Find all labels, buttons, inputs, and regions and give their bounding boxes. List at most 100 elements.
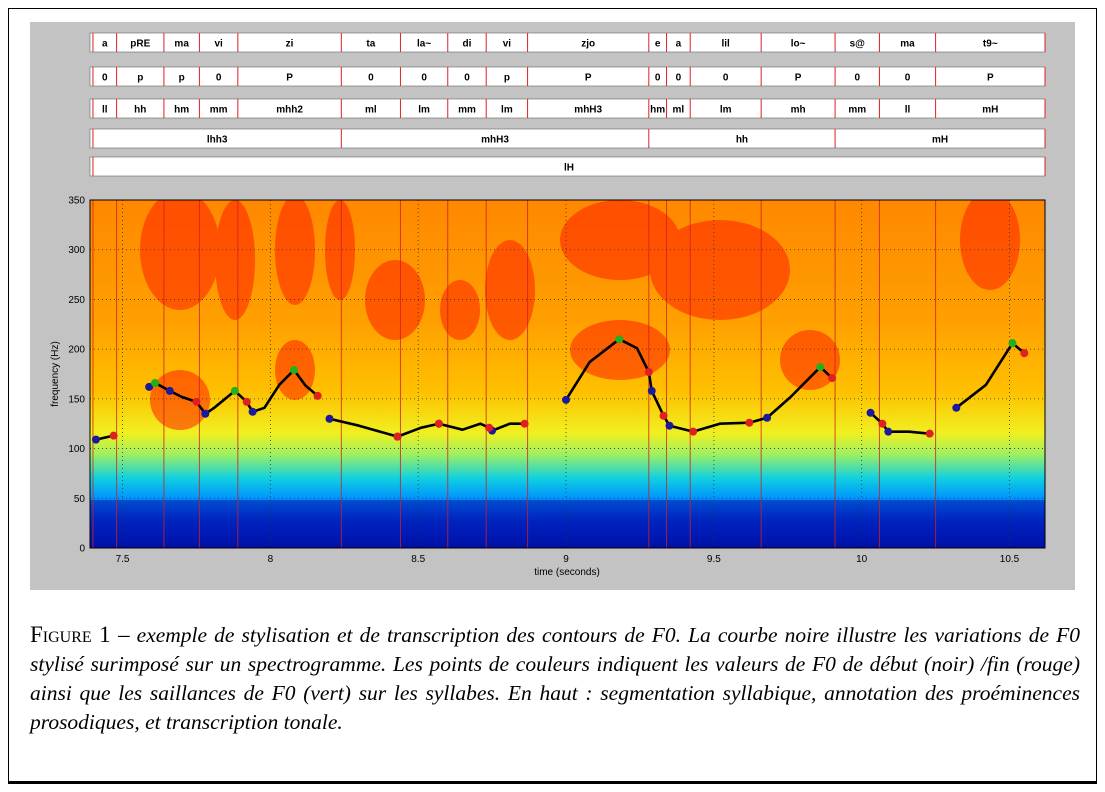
tier-label: mm [210,105,228,116]
figure: a pRE ma vi zi ta la~ di vi zjo e a lil lo~ s@ ma t9~ 0 p p… [30,22,1075,590]
y-tick-label: 300 [68,245,85,256]
y-axis-label: frequency (Hz) [50,341,61,407]
tier-label: 0 [464,73,470,84]
onset-point [165,386,174,395]
tier-label: hm [174,105,189,116]
spectrogram [90,200,1045,548]
y-tick-label: 350 [68,196,85,207]
peak-point [615,335,624,344]
offset-point [393,432,402,441]
offset-point [878,419,887,428]
offset-point [485,423,494,432]
onset-point [665,421,674,430]
tier-label: mhh2 [276,105,303,116]
tier-label: lH [564,163,574,174]
tier-label: ma [900,39,915,50]
figure-frame [8,8,1097,784]
peak-point [290,366,299,375]
tier-label: e [655,39,661,50]
onset-point [884,427,893,436]
tier-label: la~ [417,39,431,50]
offset-point [644,368,653,377]
y-tick-label: 200 [68,345,85,356]
peak-point [816,363,825,372]
tier-label: mm [458,105,476,116]
tier-label: 0 [854,73,860,84]
tier-label: vi [214,39,223,50]
tier-label: 0 [676,73,682,84]
x-tick-label: 7.5 [116,554,130,565]
tier-label: ml [673,105,685,116]
tier-label: ll [905,105,911,116]
offset-point [689,427,698,436]
tier-label: p [179,73,185,84]
y-tick-label: 50 [74,494,86,505]
tier-label: zi [286,39,294,50]
tier-label: mhH3 [481,135,509,146]
offset-point [434,419,443,428]
tier-label: ma [174,39,189,50]
tier-label: s@ [850,39,866,50]
offset-point [192,397,201,406]
onset-point [91,435,100,444]
offset-point [520,419,529,428]
tier-label: hh [134,105,146,116]
offset-point [313,391,322,400]
x-tick-label: 8.5 [411,554,425,565]
caption-label: Figure 1 – [30,622,130,647]
offset-point [109,431,118,440]
offset-point [659,411,668,420]
tier-label: vi [503,39,512,50]
peak-point [230,386,239,395]
offset-point [925,429,934,438]
tier-label: mh [791,105,806,116]
plot-border [89,199,1046,549]
tier-label: 0 [216,73,222,84]
tier-label: ta [366,39,375,50]
tier-label: lm [418,105,430,116]
tier-row [89,98,1046,119]
y-tick-label: 150 [68,394,85,405]
x-tick-label: 8 [268,554,274,565]
tier-label: lil [722,39,731,50]
tier-label: p [504,73,510,84]
onset-point [647,386,656,395]
tier-label: mhH3 [574,105,602,116]
tier-label: 0 [421,73,427,84]
low-band [90,500,1045,548]
tier-label: mH [932,135,948,146]
x-axis-label: time (seconds) [534,567,600,578]
tier-label: t9~ [983,39,998,50]
tier-label: P [585,73,592,84]
y-tick-label: 250 [68,295,85,306]
y-tick-label: 100 [68,444,85,455]
onset-point [201,409,210,418]
tier-label: di [463,39,472,50]
x-tick-label: 10 [856,554,868,565]
tier-label: lm [501,105,513,116]
onset-point [248,407,257,416]
tier-label: P [795,73,802,84]
x-tick-label: 10.5 [1000,554,1020,565]
tier-label: pRE [130,39,150,50]
tier-label: 0 [368,73,374,84]
y-tick-label: 0 [79,544,85,555]
x-tick-label: 9.5 [707,554,721,565]
tier-label: 0 [655,73,661,84]
peak-point [1008,339,1017,348]
onset-point [562,395,571,404]
tier-label: P [987,73,994,84]
tier-label: 0 [102,73,108,84]
energy-blobs [140,200,1020,430]
tier-label: p [137,73,143,84]
tier-label: lo~ [791,39,806,50]
onset-point [866,408,875,417]
tier-label: 0 [723,73,729,84]
offset-point [242,397,251,406]
tier-label: a [676,39,682,50]
tier-label: mH [982,105,998,116]
tier-label: hm [650,105,665,116]
caption-text: exemple de stylisation et de transcripti… [30,623,1080,734]
offset-point [1020,349,1029,358]
